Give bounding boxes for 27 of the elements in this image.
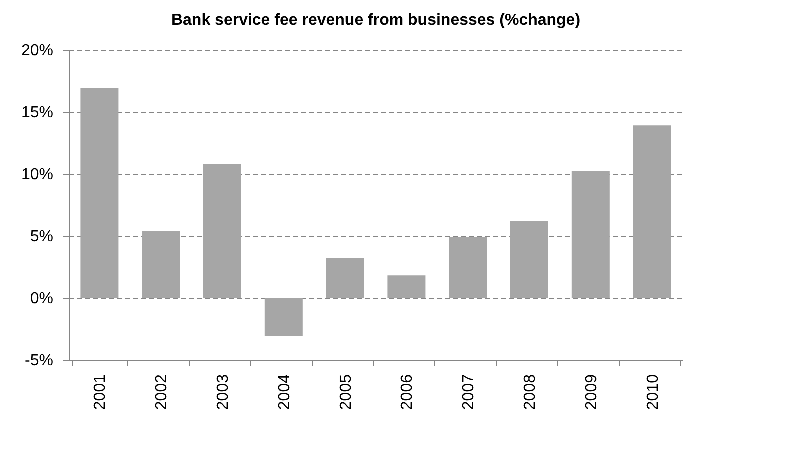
y-tick-label: 5% (30, 228, 54, 246)
x-tick-label: 2001 (92, 374, 110, 410)
bar (633, 126, 672, 298)
chart-title: Bank service fee revenue from businesses (%change) (171, 12, 581, 29)
y-tick-label: 20% (21, 42, 54, 60)
bar (326, 258, 364, 298)
x-tick-label: 2007 (460, 374, 478, 410)
bar (449, 237, 488, 298)
y-tick-label: 10% (21, 166, 54, 184)
y-tick-label: -5% (25, 352, 54, 370)
bar (388, 276, 426, 298)
bar (80, 88, 119, 298)
y-tick-label: 15% (21, 104, 54, 122)
bar (204, 164, 242, 298)
x-tick-label: 2006 (399, 374, 416, 410)
x-tick-label: 2005 (338, 374, 355, 410)
bar (142, 231, 180, 298)
x-tick-label: 2003 (215, 374, 232, 410)
x-tick-label: 2002 (154, 374, 171, 410)
x-tick-label: 2010 (644, 374, 662, 410)
bar (572, 172, 610, 298)
x-tick-label: 2008 (522, 374, 539, 410)
y-tick-label: 0% (30, 290, 54, 308)
x-tick-label: 2004 (276, 374, 294, 410)
x-tick-label: 2009 (583, 374, 600, 410)
bar (510, 221, 548, 298)
bar (264, 298, 303, 336)
